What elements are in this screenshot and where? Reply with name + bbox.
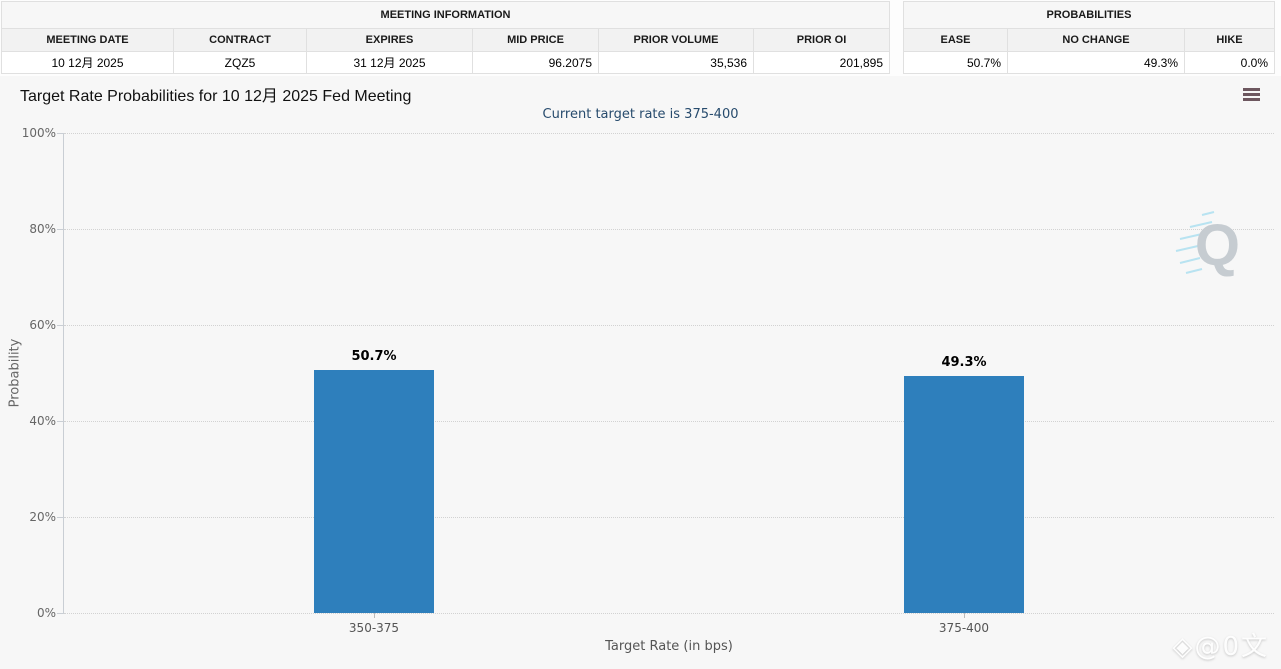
mid-price-value: 96.2075 bbox=[472, 51, 599, 74]
meeting-info-row: 10 12月 2025 ZQZ5 31 12月 2025 96.2075 35,… bbox=[1, 51, 891, 74]
chart-title: Target Rate Probabilities for 10 12月 202… bbox=[20, 88, 412, 105]
bar-value-label: 49.3% bbox=[941, 355, 987, 370]
y-tick-label-60: 60% bbox=[29, 318, 56, 332]
x-axis-title: Target Rate (in bps) bbox=[605, 639, 733, 654]
meeting-info-group-header: MEETING INFORMATION bbox=[0, 1, 891, 29]
bar-value-label: 50.7% bbox=[351, 349, 397, 364]
meeting-information-table: MEETING INFORMATION MEETING DATE CONTRAC… bbox=[0, 1, 891, 74]
plot-area: 50.7% 49.3% Q bbox=[64, 133, 1274, 614]
gridline-80 bbox=[64, 229, 1274, 230]
bar-column-350-375: 50.7% bbox=[314, 133, 434, 613]
ease-value: 50.7% bbox=[903, 51, 1008, 74]
prior-oi-value: 201,895 bbox=[752, 51, 891, 74]
gridline-100 bbox=[64, 133, 1274, 134]
y-tick-label-40: 40% bbox=[29, 414, 56, 428]
col-meeting-date: MEETING DATE bbox=[1, 28, 174, 52]
y-tick-label-20: 20% bbox=[29, 510, 56, 524]
gridline-0 bbox=[64, 613, 1274, 614]
bar-column-375-400: 49.3% bbox=[904, 133, 1024, 613]
col-expires: EXPIRES bbox=[306, 28, 473, 52]
col-prior-oi: PRIOR OI bbox=[752, 28, 891, 52]
bar-350-375[interactable] bbox=[314, 370, 434, 613]
col-prior-volume: PRIOR VOLUME bbox=[598, 28, 754, 52]
y-tick-label-100: 100% bbox=[21, 126, 56, 140]
probabilities-row: 50.7% 49.3% 0.0% bbox=[903, 51, 1276, 74]
y-axis-title: Probability bbox=[7, 338, 23, 408]
probabilities-table: PROBABILITIES EASE NO CHANGE HIKE 50.7% … bbox=[902, 1, 1276, 74]
chart-subtitle: Current target rate is 375-400 bbox=[542, 107, 739, 122]
y-axis-tick bbox=[57, 229, 63, 230]
col-contract: CONTRACT bbox=[173, 28, 307, 52]
meeting-date-value: 10 12月 2025 bbox=[1, 51, 174, 74]
x-axis-tick bbox=[964, 613, 965, 618]
x-category-350-375: 350-375 bbox=[348, 621, 400, 635]
probabilities-group-header: PROBABILITIES bbox=[902, 1, 1276, 29]
col-no-change: NO CHANGE bbox=[1007, 28, 1185, 52]
gridline-40 bbox=[64, 421, 1274, 422]
prior-volume-value: 35,536 bbox=[598, 51, 754, 74]
hike-value: 0.0% bbox=[1183, 51, 1276, 74]
q-logo-watermark: Q bbox=[1168, 195, 1248, 287]
y-axis-tick bbox=[57, 613, 63, 614]
y-axis-tick bbox=[57, 421, 63, 422]
no-change-value: 49.3% bbox=[1007, 51, 1185, 74]
col-mid-price: MID PRICE bbox=[472, 28, 599, 52]
y-tick-label-0: 0% bbox=[36, 606, 56, 620]
col-ease: EASE bbox=[903, 28, 1008, 52]
gridline-20 bbox=[64, 517, 1274, 518]
col-hike: HIKE bbox=[1183, 28, 1276, 52]
gridline-60 bbox=[64, 325, 1274, 326]
y-axis-tick bbox=[57, 517, 63, 518]
y-axis-tick bbox=[57, 133, 63, 134]
y-tick-label-80: 80% bbox=[29, 222, 56, 236]
expires-value: 31 12月 2025 bbox=[306, 51, 473, 74]
x-category-375-400: 375-400 bbox=[938, 621, 990, 635]
hamburger-menu-icon[interactable] bbox=[1243, 88, 1260, 102]
y-axis-line bbox=[63, 133, 64, 614]
q-logo-motion-lines bbox=[1175, 211, 1215, 274]
contract-value: ZQZ5 bbox=[173, 51, 307, 74]
bar-375-400[interactable] bbox=[904, 376, 1024, 613]
x-axis-tick bbox=[374, 613, 375, 618]
q-letter: Q bbox=[1194, 213, 1240, 278]
y-axis-tick bbox=[57, 325, 63, 326]
probability-chart: Target Rate Probabilities for 10 12月 202… bbox=[0, 76, 1281, 669]
summary-tables: MEETING INFORMATION MEETING DATE CONTRAC… bbox=[0, 0, 1281, 76]
